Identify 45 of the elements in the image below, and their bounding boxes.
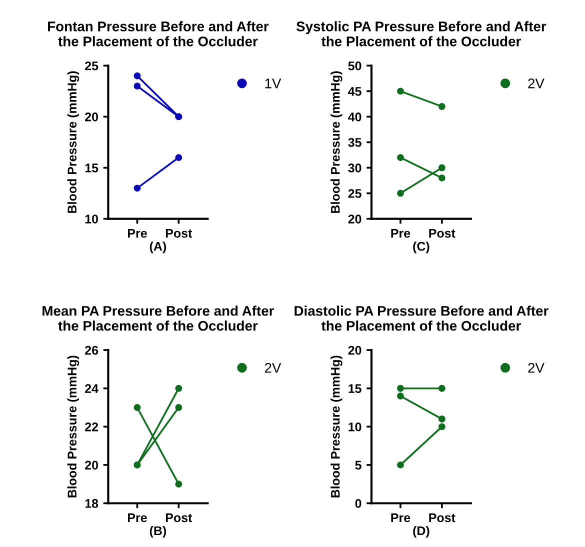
y-tick-label: 15 <box>348 384 362 394</box>
legend-label: 2V <box>264 362 282 373</box>
y-tick-label: 26 <box>85 346 98 355</box>
y-tick-label: 20 <box>85 112 98 122</box>
x-axis-title: (A) <box>150 242 166 254</box>
y-tick-label: 40 <box>348 112 362 122</box>
y-tick-label: 25 <box>348 189 362 198</box>
chart-title: Mean PA Pressure Before and After the Placement of the Occluder <box>42 306 274 331</box>
y-tick-label: 24 <box>85 384 98 393</box>
x-tick-label: Post <box>166 513 192 522</box>
y-tick-label: 35 <box>348 138 362 147</box>
x-axis-title: (B) <box>150 526 166 538</box>
y-axis-title: Blood Pressure (mmHg) <box>330 71 342 213</box>
y-tick-label: 22 <box>85 422 98 432</box>
x-tick-label: Pre <box>128 513 147 522</box>
y-tick-label: 15 <box>85 164 98 172</box>
y-tick-label: 0 <box>355 499 362 508</box>
x-tick-label: Post <box>429 513 456 522</box>
y-tick-label: 45 <box>348 87 362 96</box>
y-tick-label: 18 <box>85 499 98 508</box>
x-axis-title: (C) <box>413 242 430 254</box>
chart-title: Systolic PA Pressure Before and After the Placement of the Occluder <box>296 21 546 46</box>
legend-label: 2V <box>528 78 544 88</box>
x-axis-title: (D) <box>413 526 430 538</box>
chart-title: Diastolic PA Pressure Before and After the Placement of the Occluder <box>294 306 548 331</box>
y-tick-label: 20 <box>348 346 362 355</box>
x-tick-label: Pre <box>128 228 147 238</box>
x-tick-label: Pre <box>391 513 410 522</box>
y-tick-label: 10 <box>85 214 98 224</box>
y-tick-label: 20 <box>85 460 98 470</box>
y-axis-title: Blood Pressure (mmHg) <box>330 356 342 498</box>
y-tick-label: 20 <box>348 214 362 224</box>
y-axis-title: Blood Pressure (mmHg) <box>67 356 80 498</box>
y-tick-label: 5 <box>355 460 362 470</box>
legend-label: 2V <box>528 362 544 373</box>
chart-title: Fontan Pressure Before and After the Placement of the Occluder <box>48 21 269 46</box>
y-axis-title: Blood Pressure (mmHg) <box>67 71 80 213</box>
x-tick-label: Post <box>429 228 456 238</box>
y-tick-label: 10 <box>348 422 362 432</box>
y-tick-label: 50 <box>348 61 362 70</box>
y-tick-label: 30 <box>348 164 362 172</box>
y-tick-label: 25 <box>85 61 98 70</box>
legend-label: 1V <box>265 78 282 88</box>
x-tick-label: Post <box>166 228 192 238</box>
x-tick-label: Pre <box>391 228 410 238</box>
